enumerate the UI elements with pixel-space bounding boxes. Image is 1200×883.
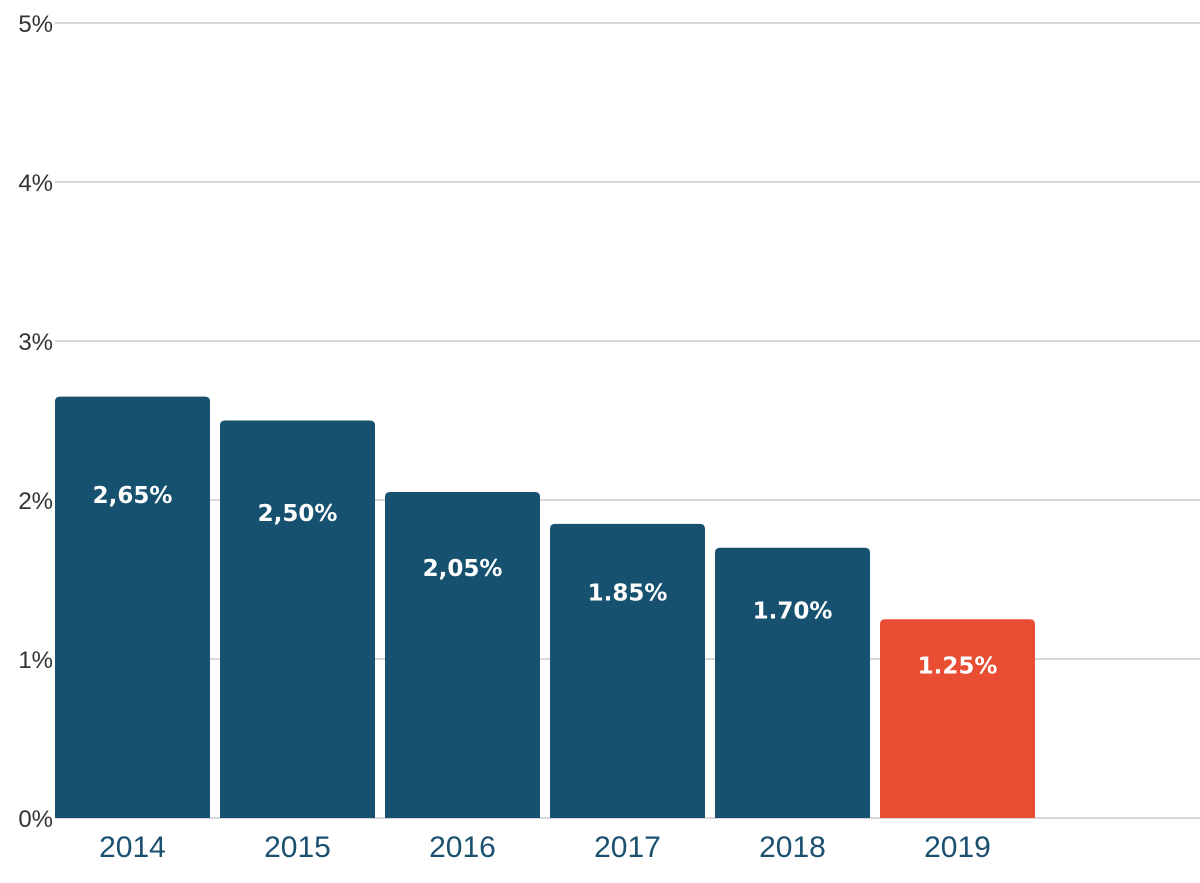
- bar-2014: [55, 396, 210, 818]
- bar-value-label: 1.85%: [588, 580, 668, 606]
- bar-value-label: 1.25%: [918, 654, 998, 680]
- bar-value-label: 2,05%: [423, 556, 503, 582]
- bar-value-label: 1.70%: [753, 599, 833, 625]
- y-tick-label: 0%: [18, 806, 53, 833]
- x-tick-label: 2019: [924, 831, 991, 864]
- bar-value-labels: 2,65% 2,50% 2,05% 1.85% 1.70% 1.25%: [93, 483, 998, 680]
- x-tick-label: 2016: [429, 831, 496, 864]
- y-axis-ticks: 0% 1% 2% 3% 4% 5%: [18, 11, 53, 833]
- y-tick-label: 3%: [18, 329, 53, 356]
- bar-2017: [550, 523, 705, 818]
- bar-2018: [715, 547, 870, 818]
- x-tick-label: 2014: [99, 831, 166, 864]
- x-tick-label: 2018: [759, 831, 826, 864]
- x-axis-ticks: 2014 2015 2016 2017 2018 2019: [99, 831, 991, 864]
- y-tick-label: 5%: [18, 11, 53, 38]
- bar-value-label: 2,50%: [258, 501, 338, 527]
- y-tick-label: 1%: [18, 647, 53, 674]
- y-tick-label: 2%: [18, 488, 53, 515]
- bar-2015: [220, 420, 375, 818]
- y-tick-label: 4%: [18, 170, 53, 197]
- bar-2016: [385, 492, 540, 818]
- x-tick-label: 2017: [594, 831, 661, 864]
- bar-value-label: 2,65%: [93, 483, 173, 509]
- bars: [55, 396, 1035, 818]
- x-tick-label: 2015: [264, 831, 331, 864]
- bar-2019: [880, 619, 1035, 818]
